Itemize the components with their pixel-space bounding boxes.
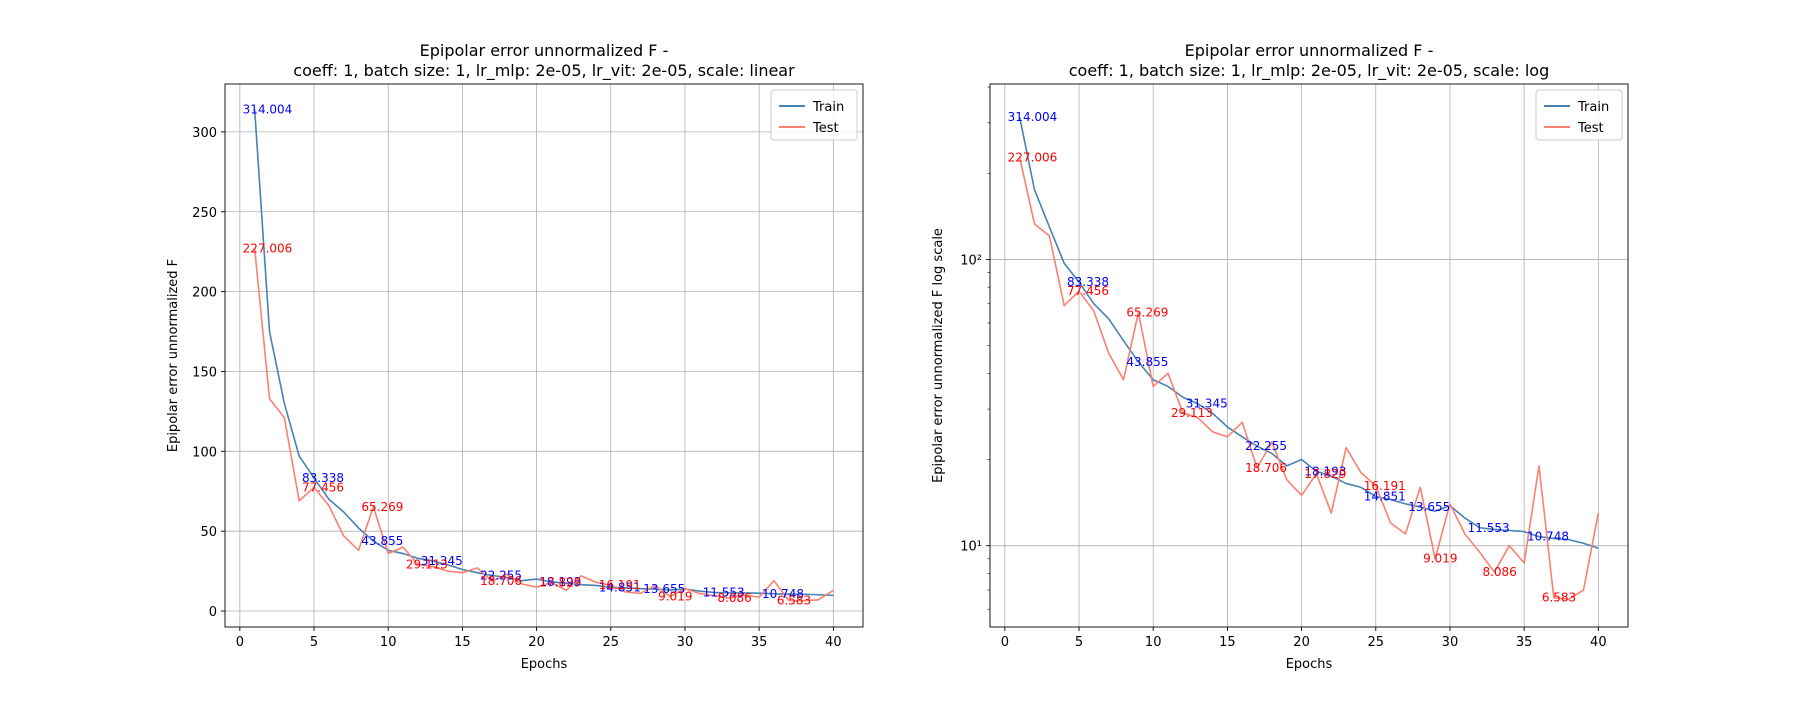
data-label-train: 14.851: [599, 580, 641, 594]
data-label-train: 43.855: [361, 534, 403, 548]
x-tick-label: 25: [602, 635, 619, 650]
x-tick-label: 35: [751, 635, 768, 650]
x-tick-label: 0: [236, 635, 244, 650]
data-label-train: 83.338: [1067, 275, 1109, 289]
chart-panel-log: 314.004 83.338 43.855 31.345 22.255 18.193 14.…: [931, 41, 1629, 672]
data-label-train: 22.255: [480, 568, 522, 582]
data-label-train: 11.553: [703, 586, 745, 600]
grid: [225, 84, 863, 627]
data-label-test: 6.583: [777, 594, 811, 608]
chart-title-line: Epipolar error unnormalized F -: [420, 41, 669, 60]
x-tick-label: 25: [1367, 635, 1384, 650]
data-label-train: 10.748: [762, 587, 804, 601]
data-label-test: 16.191: [1364, 479, 1406, 493]
data-label-test: 8.086: [717, 591, 751, 605]
legend: Train Test: [770, 89, 858, 141]
axes-frame: [989, 83, 1629, 628]
data-label-test: 17.829: [539, 576, 581, 590]
data-label-test: 17.829: [1304, 467, 1346, 481]
x-tick-label: 20: [1293, 635, 1310, 650]
data-label-train: 18.193: [539, 575, 581, 589]
chart-title-line: Epipolar error unnormalized F -: [1185, 41, 1434, 60]
data-label-test: 29.113: [1171, 406, 1213, 420]
x-tick-label: 30: [1442, 635, 1459, 650]
legend-label-train: Train: [812, 100, 844, 115]
legend-label-train: Train: [1577, 100, 1609, 115]
data-label-train: 14.851: [1364, 490, 1406, 504]
x-tick-label: 15: [1219, 635, 1236, 650]
y-tick-label: 300: [192, 126, 217, 141]
legend: Train Test: [1535, 89, 1623, 141]
data-label-test: 77.456: [302, 480, 344, 494]
y-axis-label: Epipolar error unnormalized F: [166, 259, 181, 452]
data-label-train: 13.655: [643, 582, 685, 596]
series-line-train: [253, 109, 834, 597]
series-line-test: [1018, 157, 1600, 601]
data-label-test: 6.583: [1542, 591, 1576, 605]
data-label-train: 43.855: [1126, 355, 1168, 369]
y-axis-label: Epipolar error unnormalized F log scale: [931, 228, 946, 483]
data-label-test: 65.269: [361, 500, 403, 514]
chart-title-line: coeff: 1, batch size: 1, lr_mlp: 2e-05, …: [293, 61, 795, 81]
data-label-test: 8.086: [1482, 565, 1516, 579]
y-tick-label: 200: [192, 286, 217, 301]
data-label-train: 83.338: [302, 471, 344, 485]
x-tick-label: 35: [1516, 635, 1533, 650]
y-tick-label: 150: [192, 365, 217, 380]
y-tick-label: 50: [200, 525, 217, 540]
x-tick-label: 5: [1075, 635, 1083, 650]
chart-panel-linear: 314.004 83.338 43.855 31.345 22.255 18.193 14.…: [166, 41, 864, 672]
data-label-test: 18.706: [1245, 461, 1287, 475]
legend-label-test: Test: [812, 121, 839, 136]
data-label-test: 18.706: [480, 574, 522, 588]
x-tick-label: 15: [454, 635, 471, 650]
data-label-test: 16.191: [599, 578, 641, 592]
chart-title-line: coeff: 1, batch size: 1, lr_mlp: 2e-05, …: [1069, 61, 1550, 81]
series-line-train: [1018, 116, 1599, 549]
data-label-train: 31.345: [421, 554, 463, 568]
data-label-train: 10.748: [1527, 530, 1569, 544]
grid: [990, 84, 1628, 627]
data-label-train: 314.004: [1008, 110, 1058, 124]
axes-frame: [224, 83, 864, 628]
x-tick-label: 40: [825, 635, 842, 650]
y-tick-label: 10¹: [960, 540, 982, 555]
data-label-train: 18.193: [1304, 464, 1346, 478]
x-tick-label: 0: [1001, 635, 1009, 650]
x-tick-label: 40: [1590, 635, 1607, 650]
data-label-train: 13.655: [1408, 500, 1450, 514]
data-label-test: 29.113: [406, 558, 448, 572]
y-tick-label: 10²: [960, 253, 982, 268]
x-tick-label: 20: [528, 635, 545, 650]
data-label-test: 9.019: [658, 590, 692, 604]
y-tick-label: 0: [209, 605, 217, 620]
y-tick-label: 250: [192, 206, 217, 221]
x-axis-label: Epochs: [1286, 657, 1333, 672]
legend-label-test: Test: [1577, 121, 1604, 136]
data-label-test: 227.006: [1008, 151, 1058, 165]
data-label-train: 314.004: [243, 103, 293, 117]
x-tick-label: 5: [310, 635, 318, 650]
series-line-test: [253, 248, 834, 602]
data-label-train: 22.255: [1245, 439, 1287, 453]
x-tick-label: 10: [380, 635, 397, 650]
data-label-test: 77.456: [1067, 284, 1109, 298]
data-label-test: 65.269: [1126, 305, 1168, 319]
x-tick-label: 30: [677, 635, 694, 650]
data-label-train: 31.345: [1186, 397, 1228, 411]
x-tick-label: 10: [1145, 635, 1162, 650]
data-label-test: 9.019: [1423, 552, 1457, 566]
x-axis-label: Epochs: [521, 657, 568, 672]
data-label-test: 227.006: [243, 241, 293, 255]
data-label-train: 11.553: [1468, 521, 1510, 535]
y-tick-label: 100: [192, 445, 217, 460]
